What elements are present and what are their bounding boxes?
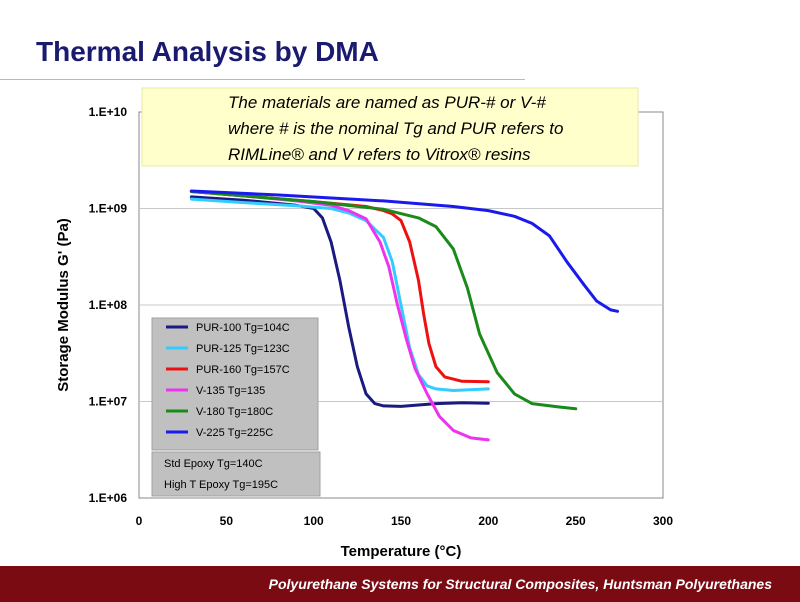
footer-bar: Polyurethane Systems for Structural Comp… [0,566,800,602]
series-line-pur-125 [189,197,490,392]
y-axis-title: Storage Modulus G' (Pa) [55,218,72,392]
extra-legend-high-t-epoxy: High T Epoxy Tg=195C [164,479,278,491]
legend-label: PUR-125 Tg=123C [196,343,290,355]
y-tick-label: 1.E+07 [89,395,128,409]
extra-legend-box [151,451,321,497]
x-tick-label: 200 [478,514,498,528]
footer-text: Polyurethane Systems for Structural Comp… [268,576,772,592]
legend-label: V-135 Tg=135 [196,385,265,397]
note-line-3: RIMLine® and V refers to Vitrox® resins [228,145,531,164]
x-tick-label: 250 [566,514,586,528]
x-tick-label: 0 [136,514,143,528]
note-line-1: The materials are named as PUR-# or V-# [228,93,546,112]
legend-label: V-225 Tg=225C [196,427,273,439]
title-divider [0,79,525,80]
note-box [141,87,639,167]
note-line-2: where # is the nominal Tg and PUR refers… [228,119,563,138]
legend-label: PUR-160 Tg=157C [196,364,290,376]
legend-label: V-180 Tg=180C [196,406,273,418]
y-tick-label: 1.E+10 [89,105,128,119]
x-tick-label: 150 [391,514,411,528]
y-tick-label: 1.E+06 [89,491,128,505]
legend: PUR-100 Tg=104C PUR-125 Tg=123C PUR-160 Tg… [166,322,290,439]
slide-title: Thermal Analysis by DMA [36,36,379,67]
y-tick-label: 1.E+08 [89,298,128,312]
series-layer [189,189,620,442]
legend-label: PUR-100 Tg=104C [196,322,290,334]
x-tick-label: 300 [653,514,673,528]
x-tick-label: 50 [220,514,234,528]
legend-box [151,317,319,451]
dma-chart: 1.E+06 1.E+07 1.E+08 1.E+09 1.E+10 0 50 100 150 2… [55,87,674,560]
series-line-v-225 [189,189,620,313]
y-tick-label: 1.E+09 [89,202,128,216]
axis-ticks: 1.E+06 1.E+07 1.E+08 1.E+09 1.E+10 0 50 100 150 2… [89,105,674,528]
series-line-v-180 [189,190,578,411]
extra-legend-std-epoxy: Std Epoxy Tg=140C [164,458,263,470]
x-tick-label: 100 [304,514,324,528]
x-axis-title: Temperature (°C) [341,543,462,560]
